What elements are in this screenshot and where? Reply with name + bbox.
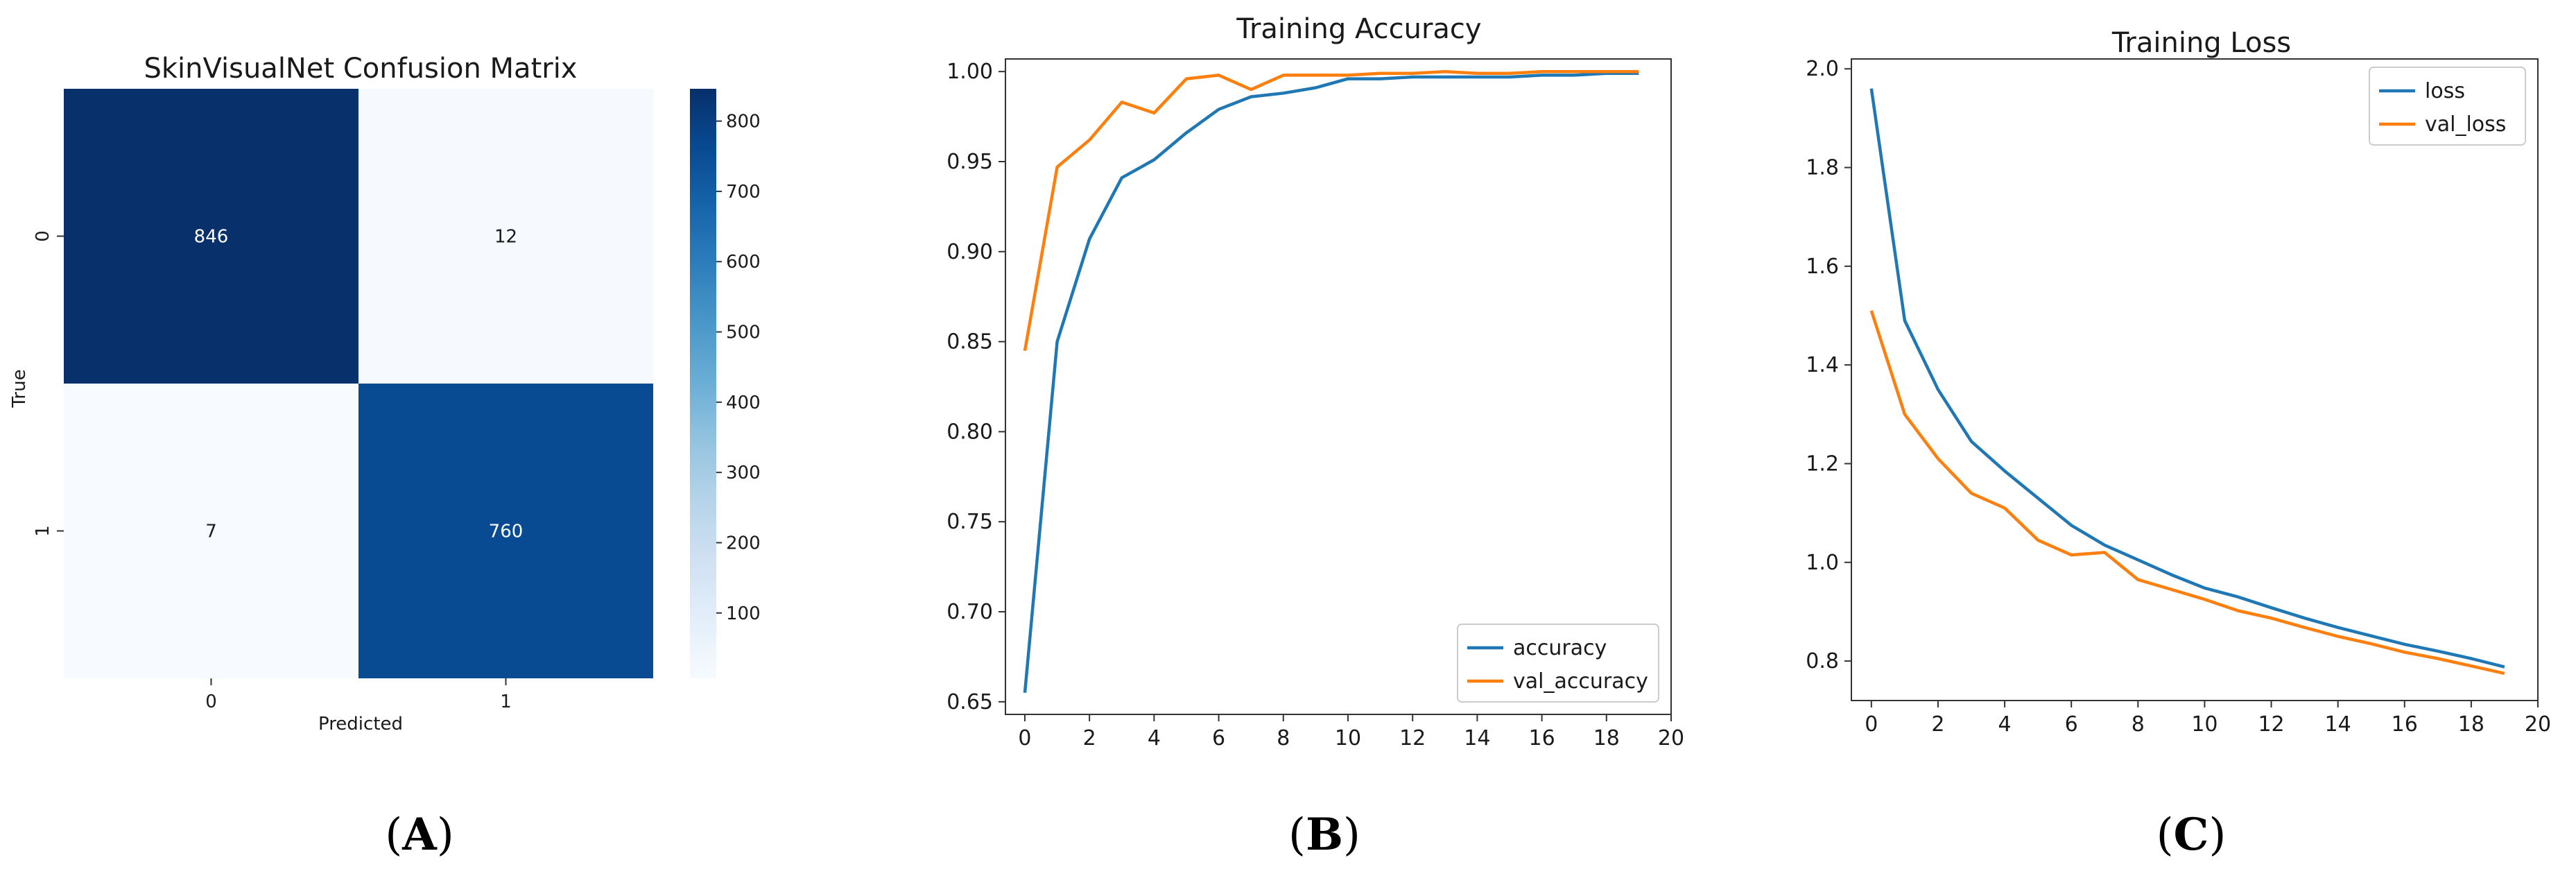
- y-tick-label: 1.00: [946, 60, 993, 84]
- loss-title: Training Loss: [2111, 27, 2291, 59]
- y-tick-label: 1: [33, 525, 53, 537]
- y-tick-label: 1.6: [1806, 255, 1839, 279]
- x-tick-label: 16: [2392, 712, 2418, 737]
- legend-label: val_accuracy: [1513, 669, 1648, 694]
- colorbar-tick-label: 600: [726, 252, 761, 273]
- x-tick-label: 14: [1464, 726, 1490, 750]
- colorbar-tick-label: 500: [726, 323, 761, 343]
- confusion-matrix-ticks: 0 1 0 1: [33, 230, 512, 712]
- x-tick-label: 0: [205, 692, 217, 712]
- colorbar-tick-label: 700: [726, 182, 761, 203]
- confusion-matrix-ylabel: True: [9, 369, 30, 408]
- confusion-matrix-cells: 846 12 7 760: [64, 89, 653, 678]
- y-tick-label: 1.0: [1806, 551, 1839, 575]
- x-tick-label: 4: [1998, 712, 2012, 737]
- x-tick-label: 12: [2258, 712, 2284, 737]
- colorbar-tick-label: 400: [726, 393, 761, 413]
- legend-box: [1457, 624, 1659, 703]
- y-tick-label: 0.65: [946, 690, 993, 714]
- confusion-matrix-title: SkinVisualNet Confusion Matrix: [144, 53, 578, 85]
- accuracy-title: Training Accuracy: [1236, 13, 1481, 45]
- x-tick-label: 20: [2525, 712, 2551, 737]
- x-tick-label: 18: [1593, 726, 1620, 750]
- cell-value: 7: [205, 522, 217, 542]
- x-tick-label: 0: [1018, 726, 1031, 750]
- cell-value: 12: [494, 227, 517, 248]
- x-tick-label: 6: [1212, 726, 1225, 750]
- confusion-cell: [358, 89, 653, 384]
- cell-value: 760: [489, 522, 524, 542]
- training-accuracy-panel: Training Accuracy 0 2 4 6 8 10 12 14 16 18 200.650…: [946, 13, 1684, 750]
- series-line-loss: [1869, 88, 2505, 669]
- series-line-val_accuracy: [1023, 69, 1639, 351]
- panel-label-b: (B): [1288, 809, 1360, 861]
- x-tick-label: 2: [1083, 726, 1096, 750]
- x-tick-label: 10: [1335, 726, 1361, 750]
- legend-label: val_loss: [2425, 112, 2506, 137]
- x-tick-label: 4: [1148, 726, 1161, 750]
- plot-frame: [1005, 58, 1672, 715]
- x-tick-label: 0: [1865, 712, 1878, 737]
- y-tick-label: 1.4: [1806, 353, 1839, 377]
- x-tick-label: 18: [2458, 712, 2484, 737]
- x-tick-label: 10: [2191, 712, 2218, 737]
- confusion-cell: [64, 89, 358, 384]
- confusion-matrix-panel: SkinVisualNet Confusion Matrix 846 12 7 760…: [9, 53, 761, 735]
- y-tick-label: 0: [33, 230, 53, 242]
- x-tick-label: 8: [1277, 726, 1290, 750]
- y-tick-label: 0.8: [1806, 649, 1839, 673]
- panel-label-a: (A): [385, 809, 454, 861]
- panel-label-c: (C): [2156, 809, 2227, 861]
- x-tick-label: 6: [2065, 712, 2078, 737]
- y-tick-label: 1.8: [1806, 156, 1839, 180]
- y-tick-label: 0.80: [946, 420, 993, 444]
- x-tick-label: 1: [500, 692, 512, 712]
- confusion-cell: [358, 384, 653, 678]
- loss-plot: 0 2 4 6 8 10 12 14 16 18 20 0.8 1.0 1.2 1.4 1.6 1.8 2.0 lo…: [1806, 57, 2551, 737]
- confusion-matrix-xlabel: Predicted: [318, 714, 403, 735]
- x-tick-label: 14: [2325, 712, 2351, 737]
- legend-label: loss: [2425, 79, 2465, 103]
- accuracy-plot: 0 2 4 6 8 10 12 14 16 18 20 0.65 0.70 0.75 0.80 0.85 0.9…: [946, 58, 1684, 750]
- x-tick-label: 16: [1528, 726, 1555, 750]
- y-tick-label: 0.90: [946, 240, 993, 264]
- legend-label: accuracy: [1513, 636, 1607, 660]
- x-tick-label: 20: [1658, 726, 1684, 750]
- x-tick-label: 2: [1931, 712, 1944, 737]
- y-tick-label: 1.2: [1806, 452, 1839, 476]
- y-tick-label: 2.0: [1806, 57, 1839, 81]
- y-tick-label: 0.75: [946, 510, 993, 534]
- colorbar-tick-label: 800: [726, 112, 761, 132]
- y-tick-label: 0.95: [946, 150, 993, 174]
- x-tick-label: 12: [1399, 726, 1426, 750]
- training-loss-panel: Training Loss 0 2 4 6 8 10 12 14 16 18 20 0.8 1.0 1.2…: [1806, 27, 2551, 737]
- y-tick-label: 0.85: [946, 330, 993, 354]
- x-tick-label: 8: [2132, 712, 2145, 737]
- colorbar-bar: [690, 89, 716, 678]
- cell-value: 846: [194, 227, 229, 248]
- colorbar: 100 200 300 400 500 600 700 800: [690, 89, 761, 678]
- colorbar-tick-label: 100: [726, 603, 761, 624]
- plot-frame: [1851, 58, 2539, 701]
- confusion-cell: [64, 384, 358, 678]
- series-line-accuracy: [1023, 71, 1639, 694]
- colorbar-tick-label: 300: [726, 463, 761, 483]
- y-tick-label: 0.70: [946, 600, 993, 624]
- series-line-val_loss: [1869, 310, 2505, 676]
- colorbar-tick-label: 200: [726, 533, 761, 553]
